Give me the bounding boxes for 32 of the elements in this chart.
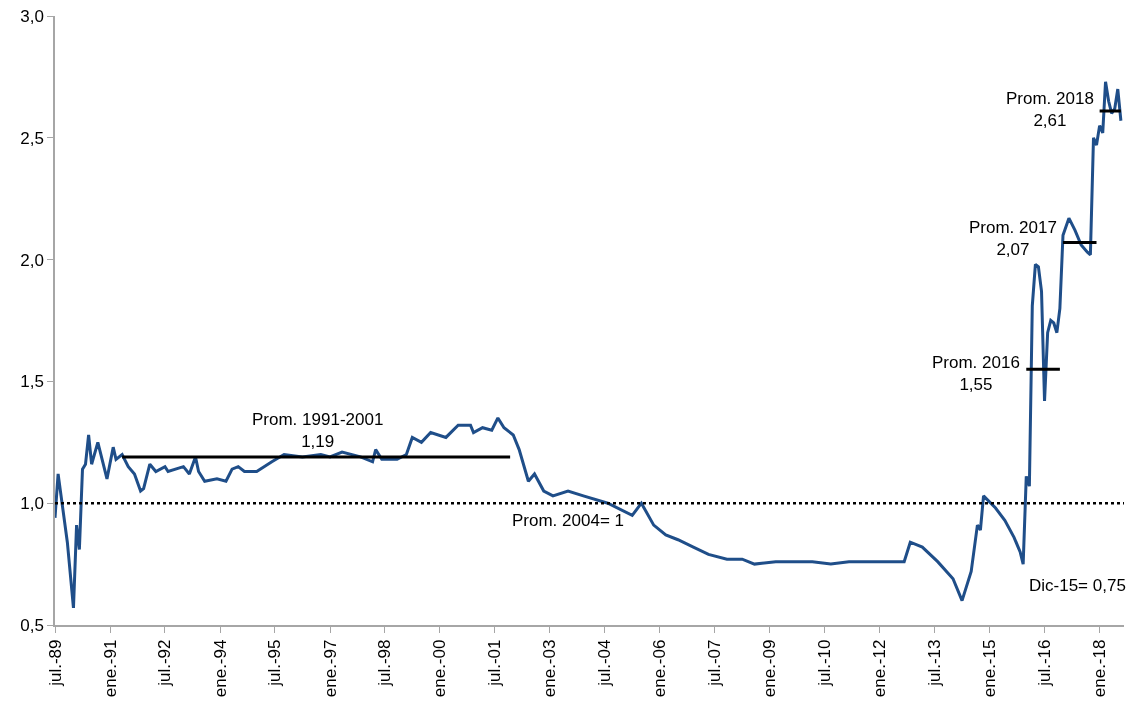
x-tick-label: ene.-91 [100, 639, 120, 698]
x-tick-label: jul.-01 [485, 639, 505, 687]
x-tick-label: ene.-12 [870, 639, 890, 698]
ref-line-label: Prom. 2004= 1 [512, 511, 624, 530]
x-tick-label: jul.-92 [155, 639, 175, 687]
annotation: Prom. 1991-2001 1,19 [252, 410, 384, 452]
x-tick-label: jul.-16 [1035, 639, 1055, 687]
x-tick-label: ene.-06 [650, 639, 670, 698]
x-tick-label: ene.-97 [320, 639, 340, 698]
x-tick-label: jul.-10 [815, 639, 835, 687]
x-tick-label: ene.-03 [540, 639, 560, 698]
annotation: Prom. 2018 2,61 [1006, 89, 1094, 131]
x-tick-label: ene.-15 [980, 639, 1000, 698]
y-tick-label: 0,5 [20, 615, 44, 635]
x-tick-label: jul.-89 [45, 639, 65, 687]
y-tick-label: 1,5 [20, 372, 44, 392]
x-tick-label: ene.-18 [1090, 639, 1110, 698]
y-tick-label: 3,0 [20, 6, 44, 26]
y-tick-label: 1,0 [20, 494, 44, 514]
annotation: Prom. 2017 2,07 [969, 218, 1057, 260]
x-tick-label: jul.-04 [595, 639, 615, 687]
y-tick-label: 2,0 [20, 250, 44, 270]
annotation: Dic-15= 0,75 [1029, 576, 1126, 595]
x-tick-label: ene.-94 [210, 639, 230, 698]
x-tick-label: ene.-00 [430, 639, 450, 698]
x-tick-label: jul.-98 [375, 639, 395, 687]
x-tick-label: jul.-95 [265, 639, 285, 687]
x-tick-label: jul.-07 [705, 639, 725, 687]
x-tick-label: ene.-09 [760, 639, 780, 698]
annotation: Prom. 2016 1,55 [932, 353, 1020, 395]
y-tick-label: 2,5 [20, 128, 44, 148]
x-tick-label: jul.-13 [925, 639, 945, 687]
